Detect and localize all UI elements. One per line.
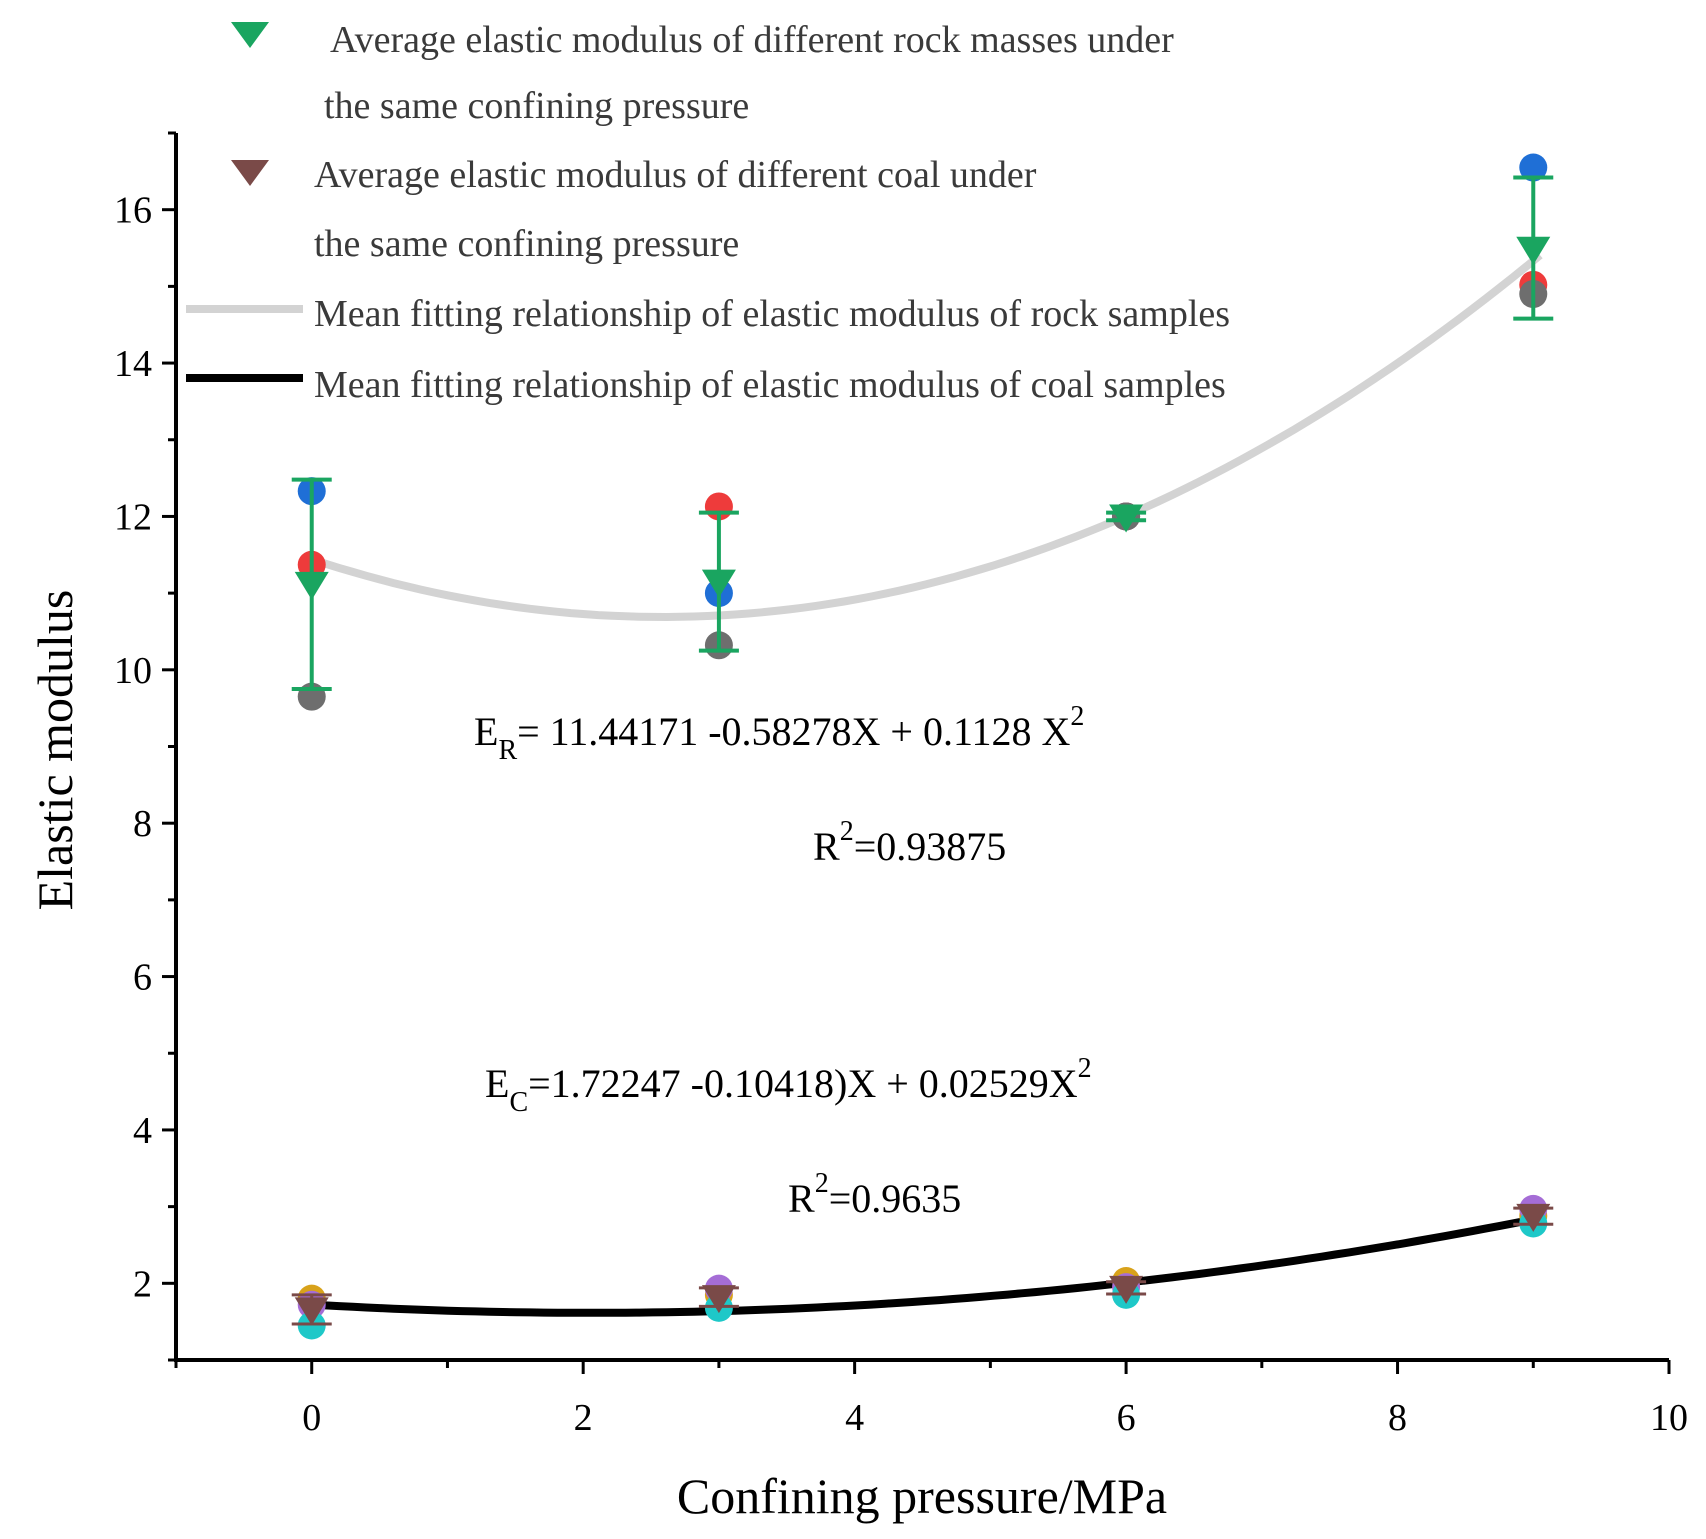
rock-mean-marker-3 — [1516, 236, 1551, 265]
coal-eq-body: =1.72247 -0.10418)X + 0.02529X — [528, 1061, 1078, 1106]
rock-r2: R2=0.93875 — [813, 816, 1006, 869]
x-tick-label-3: 6 — [1117, 1397, 1136, 1439]
rock-eq-sup: 2 — [1070, 701, 1084, 732]
x-tick-label-0: 0 — [302, 1397, 321, 1439]
x-tick-label-2: 4 — [845, 1397, 864, 1439]
rock-eq-sub: R — [498, 735, 517, 766]
legend-marker-coal-mean — [231, 160, 269, 186]
rock-r2-sup: 2 — [840, 816, 854, 847]
y-ticks: 2 4 6 8 10 12 14 16 — [114, 131, 176, 1362]
y-tick-label-6: 14 — [114, 343, 152, 385]
legend: Average elastic modulus of different roc… — [186, 19, 1230, 406]
y-tick-label-5: 12 — [114, 496, 152, 538]
x-axis-title: Confining pressure/MPa — [677, 1468, 1167, 1524]
y-axis-title: Elastic modulus — [27, 590, 83, 911]
legend-label-rock-mean-1: Average elastic modulus of different roc… — [330, 19, 1174, 61]
legend-label-coal-fit: Mean fitting relationship of elastic mod… — [314, 364, 1226, 406]
coal-sample-coal-3-point-0 — [297, 1311, 326, 1340]
rock-r2-prefix: R — [813, 824, 840, 869]
coal-eq-sub: C — [509, 1087, 528, 1118]
rock-eq-body: = 11.44171 -0.58278X + 0.1128 X — [517, 709, 1070, 754]
legend-label-rock-mean-2: the same confining pressure — [324, 85, 749, 127]
legend-marker-rock-mean — [231, 22, 269, 48]
coal-mean-marker-0 — [294, 1297, 329, 1326]
y-tick-label-7: 16 — [114, 190, 152, 232]
coal-mean-marker-3 — [1516, 1203, 1551, 1232]
x-tick-label-5: 10 — [1650, 1397, 1688, 1439]
rock-fit-curve — [310, 252, 1543, 622]
coal-r2-sup: 2 — [815, 1168, 829, 1199]
axes: 0 2 4 6 8 10 2 4 6 8 10 12 14 16 — [114, 131, 1688, 1439]
y-tick-label-1: 4 — [133, 1110, 152, 1152]
rock-mean-marker-1 — [701, 569, 736, 598]
coal-mean-marker-2 — [1109, 1275, 1144, 1304]
x-tick-label-4: 8 — [1388, 1397, 1407, 1439]
rock-equation: ER= 11.44171 -0.58278X + 0.1128 X2 — [474, 701, 1084, 766]
y-tick-label-0: 2 — [133, 1263, 152, 1305]
x-ticks: 0 2 4 6 8 10 — [174, 1360, 1688, 1439]
legend-label-coal-mean-1: Average elastic modulus of different coa… — [314, 154, 1037, 196]
coal-eq-sup: 2 — [1078, 1053, 1092, 1084]
coal-r2: R2=0.9635 — [788, 1168, 961, 1221]
coal-r2-body: =0.9635 — [829, 1176, 962, 1221]
rock-sample-rock-1-point-3 — [1519, 153, 1548, 182]
legend-label-rock-fit: Mean fitting relationship of elastic mod… — [314, 293, 1230, 335]
y-tick-label-2: 6 — [133, 957, 152, 999]
coal-eq-prefix: E — [485, 1061, 509, 1106]
data-points — [291, 153, 1554, 1340]
y-tick-label-4: 10 — [114, 650, 152, 692]
coal-mean-marker-1 — [701, 1285, 736, 1314]
rock-mean-marker-0 — [294, 571, 329, 600]
rock-mean-marker-2 — [1109, 504, 1144, 533]
coal-equation: EC=1.72247 -0.10418)X + 0.02529X2 — [485, 1053, 1092, 1118]
rock-eq-prefix: E — [474, 709, 498, 754]
x-tick-label-1: 2 — [574, 1397, 593, 1439]
coal-r2-prefix: R — [788, 1176, 815, 1221]
rock-r2-body: =0.93875 — [854, 824, 1007, 869]
y-tick-label-3: 8 — [133, 803, 152, 845]
legend-label-coal-mean-2: the same confining pressure — [314, 223, 739, 265]
coal-fit-curve — [311, 1214, 1541, 1317]
